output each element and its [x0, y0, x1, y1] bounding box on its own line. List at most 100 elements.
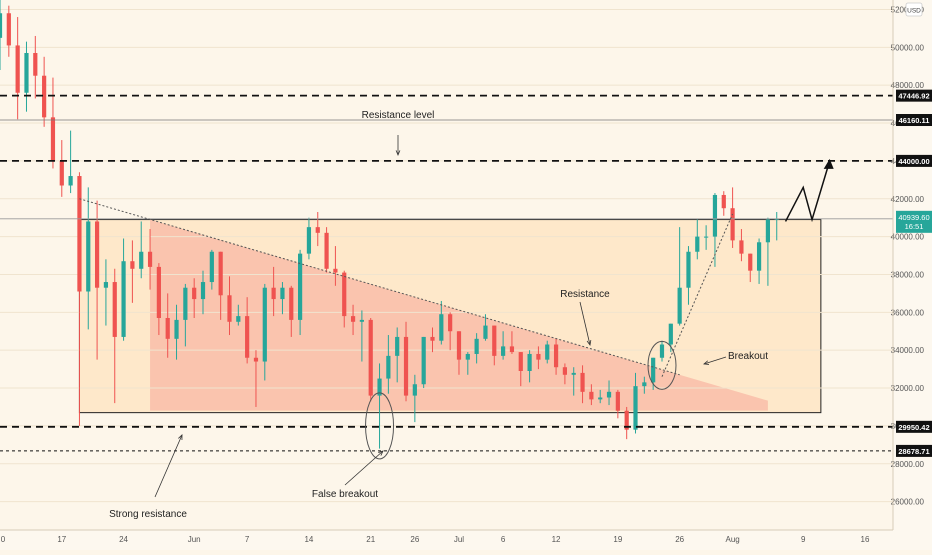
candle[interactable] [377, 363, 382, 449]
candle-body [130, 261, 135, 269]
candle[interactable] [386, 335, 391, 394]
candle[interactable] [289, 285, 294, 337]
candle[interactable] [412, 374, 417, 423]
candle[interactable] [368, 318, 373, 402]
candle[interactable] [633, 372, 638, 434]
candle[interactable] [474, 333, 479, 364]
candle[interactable] [580, 365, 585, 404]
candle[interactable] [527, 350, 532, 383]
candle[interactable] [121, 238, 126, 341]
candle[interactable] [200, 270, 206, 315]
candle[interactable] [421, 336, 426, 389]
candle[interactable] [42, 56, 47, 127]
x-tick-label: 0 [1, 535, 6, 544]
x-tick-label: 19 [613, 535, 622, 544]
candle[interactable] [571, 367, 576, 396]
candle[interactable] [739, 229, 744, 262]
candle[interactable] [606, 380, 612, 406]
candle[interactable] [50, 77, 56, 169]
candle[interactable] [704, 225, 709, 250]
candle[interactable] [659, 340, 665, 362]
candle[interactable] [756, 238, 762, 284]
candle[interactable] [624, 406, 629, 440]
candle-body [0, 13, 3, 38]
candle[interactable] [509, 331, 515, 354]
candle[interactable] [501, 331, 506, 360]
candle[interactable] [236, 304, 241, 326]
resistance-arrow [579, 301, 591, 346]
candle[interactable] [112, 268, 117, 404]
candle[interactable] [24, 41, 29, 112]
candle[interactable] [615, 389, 620, 419]
candle[interactable] [139, 221, 144, 279]
candle[interactable] [553, 338, 559, 375]
candle[interactable] [395, 327, 400, 383]
candle[interactable] [86, 187, 91, 330]
candle[interactable] [492, 325, 497, 366]
candle[interactable] [280, 282, 285, 315]
candle[interactable] [59, 140, 64, 197]
candle[interactable] [598, 389, 603, 404]
candle[interactable] [227, 276, 232, 336]
candle[interactable] [403, 321, 409, 402]
candle[interactable] [77, 172, 82, 426]
candle[interactable] [774, 212, 779, 241]
candle[interactable] [430, 327, 435, 353]
candle[interactable] [298, 249, 303, 336]
level-badge [896, 114, 932, 127]
candle[interactable] [253, 350, 259, 407]
candle[interactable] [0, 0, 3, 71]
candle[interactable] [103, 259, 109, 326]
candle[interactable] [695, 219, 700, 260]
candle[interactable] [589, 384, 594, 406]
candle[interactable] [165, 293, 170, 358]
candle[interactable] [456, 331, 462, 375]
candle[interactable] [130, 240, 135, 303]
candle-body [218, 251, 223, 296]
candle[interactable] [686, 246, 691, 305]
candle[interactable] [192, 278, 197, 318]
candle[interactable] [15, 17, 20, 120]
candle[interactable] [748, 253, 753, 283]
candle-body [227, 295, 232, 322]
candle[interactable] [218, 251, 223, 320]
candle[interactable] [342, 270, 347, 328]
candle-body [633, 386, 638, 430]
level-badge [896, 444, 932, 457]
candle[interactable] [465, 352, 470, 375]
candle[interactable] [183, 283, 188, 347]
candle[interactable] [765, 217, 771, 286]
candle[interactable] [333, 246, 338, 286]
candle[interactable] [562, 363, 567, 385]
candle[interactable] [518, 352, 523, 387]
candle[interactable] [271, 266, 276, 317]
candle[interactable] [68, 130, 73, 194]
candle[interactable] [536, 346, 541, 370]
candle[interactable] [156, 263, 161, 336]
candle[interactable] [94, 200, 100, 360]
candle[interactable] [315, 212, 320, 247]
candle[interactable] [642, 376, 647, 394]
candle[interactable] [448, 312, 453, 351]
candle[interactable] [439, 300, 444, 345]
candle[interactable] [677, 227, 682, 326]
candle[interactable] [545, 340, 550, 364]
candle[interactable] [324, 227, 329, 273]
candle[interactable] [262, 283, 267, 381]
candle[interactable] [306, 217, 312, 260]
candle-body [59, 160, 64, 186]
candle[interactable] [350, 304, 356, 336]
candle[interactable] [147, 229, 153, 290]
candle[interactable] [730, 187, 735, 248]
currency-tag[interactable] [905, 2, 923, 17]
candle[interactable] [6, 5, 11, 57]
candle[interactable] [483, 314, 488, 341]
candle[interactable] [209, 249, 214, 290]
candle[interactable] [33, 35, 38, 99]
candle[interactable] [174, 304, 179, 360]
x-tick-label: Jul [454, 535, 464, 544]
candle[interactable] [721, 191, 726, 216]
candle[interactable] [359, 310, 364, 362]
candle[interactable] [245, 297, 250, 364]
